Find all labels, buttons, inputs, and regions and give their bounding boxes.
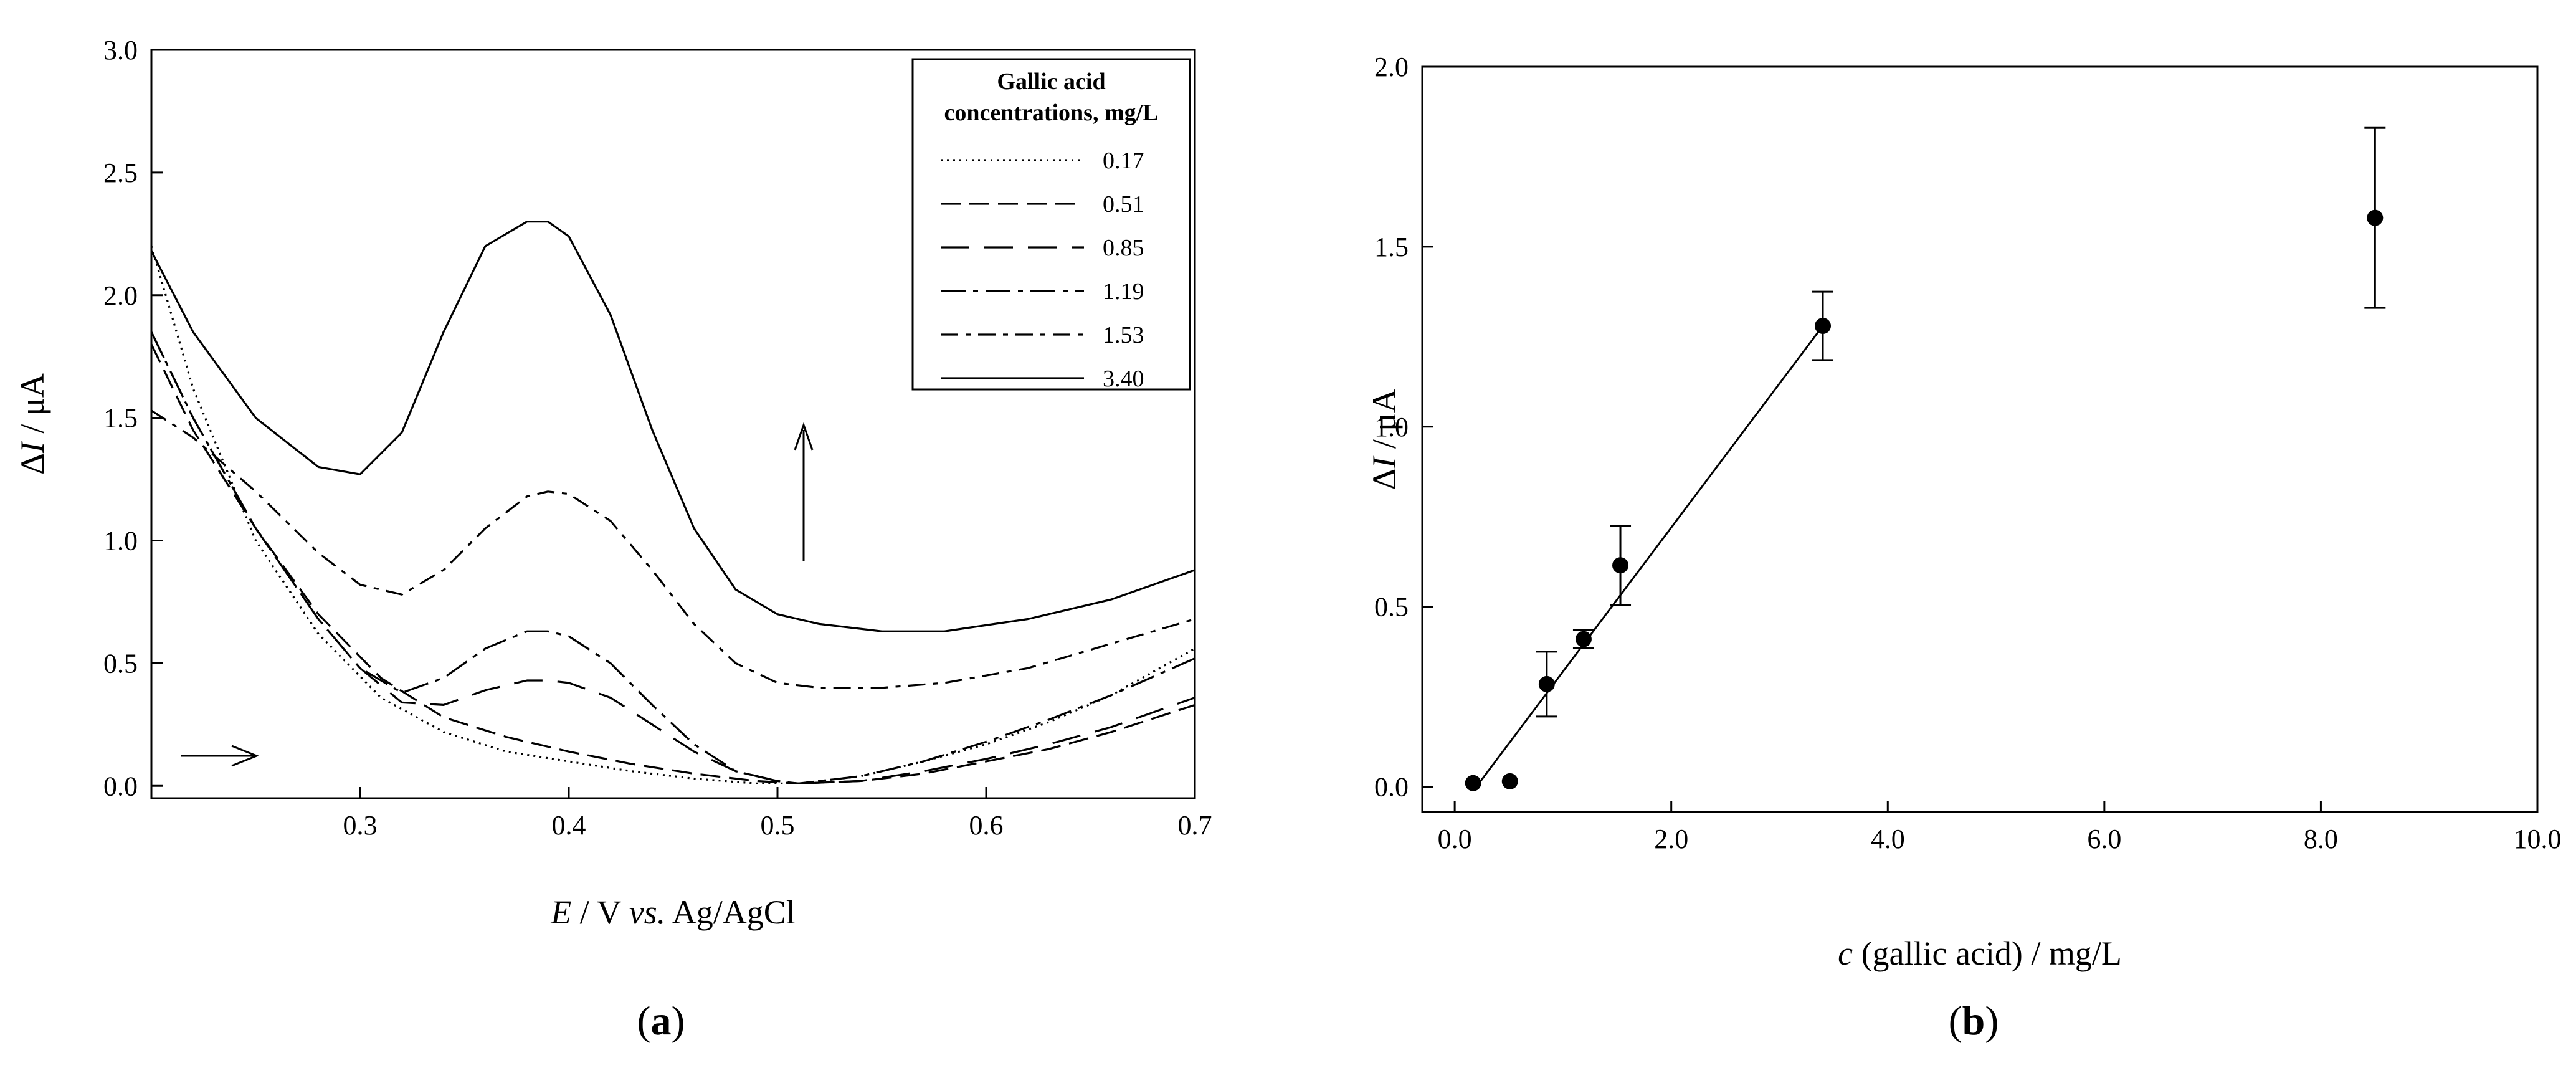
x-tick-label: 10.0 [2514,824,2562,854]
y-axis-title-a: ΔI / μA [14,373,51,475]
x-tick-label: 6.0 [2087,824,2121,854]
series-line [150,221,1195,632]
x-tick-label: 0.4 [552,810,586,841]
x-tick-label: 2.0 [1654,824,1688,854]
data-point [1815,318,1832,334]
legend-a: Gallic acid concentrations, mg/L 0.17 0.51 0… [911,58,1191,392]
data-point [1575,631,1592,647]
y-tick-label: 2.0 [1374,52,1409,82]
series-line [151,409,1195,689]
plot-frame-b [1421,65,2539,813]
series-line [150,246,1195,785]
data-point [1465,775,1481,791]
x-tick-label: 4.0 [1871,824,1905,854]
legend-label: 1.53 [1103,322,1144,348]
x-axis-title-b: c (gallic acid) / mg/L [1838,935,2122,972]
concentration-increase-arrowhead [794,422,814,451]
legend-title: concentrations, mg/L [944,100,1158,126]
x-axis-title-a: E / V vs. Ag/AgCl [550,894,796,931]
panel-label-a: (a) [637,998,685,1044]
series-line [150,331,1195,785]
y-tick-label: 0.0 [103,771,138,801]
y-tick-label: 0.0 [1374,772,1409,803]
series-line [150,343,1195,785]
x-tick-label: 0.5 [761,810,795,841]
y-tick-label: 0.5 [103,648,138,679]
chart-panel-b: 0.0 2.0 4.0 6.0 8.0 10.0 0.0 0.5 1.0 1.5 2.0 c (ga… [1366,52,2562,1044]
x-tick-label: 0.3 [343,810,378,841]
y-tick-label: 1.0 [1374,412,1409,442]
y-tick-label: 1.5 [103,403,138,434]
data-point [1538,675,1555,692]
y-axis-title-b: ΔI / μA [1366,389,1403,490]
x-tick-label: 0.6 [969,810,1004,841]
plot-frame-a [150,49,1196,799]
y-tick-label: 3.0 [103,35,138,65]
x-tick-label: 0.0 [1438,824,1472,854]
legend-label: 0.17 [1103,148,1144,174]
linear-fit-line [1475,325,1824,788]
chart-panel-a: 0.3 0.4 0.5 0.6 0.7 0.0 0.5 1.0 1.5 2.0 2.5 3.0 Gal… [14,35,1212,1044]
series-line [150,331,1195,785]
y-tick-label: 1.0 [103,526,138,556]
legend-label: 0.51 [1103,191,1144,217]
data-point [2367,209,2384,226]
legend-title: Gallic acid [997,69,1105,95]
legend-label: 0.85 [1103,235,1144,261]
y-tick-label: 0.5 [1374,592,1409,622]
data-point [1501,773,1518,789]
annotation-arrows-a [181,422,814,767]
x-tick-label: 0.7 [1178,810,1212,841]
y-tick-label: 2.0 [103,280,138,311]
legend-box [911,58,1191,391]
panel-label-b: (b) [1949,998,1999,1044]
y-tick-label: 1.5 [1374,232,1409,262]
legend-label: 3.40 [1103,366,1144,392]
data-point [1612,557,1629,574]
y-tick-label: 2.5 [103,158,138,188]
x-tick-label: 8.0 [2304,824,2338,854]
scan-direction-arrowhead [231,745,260,767]
legend-label: 1.19 [1103,279,1144,305]
